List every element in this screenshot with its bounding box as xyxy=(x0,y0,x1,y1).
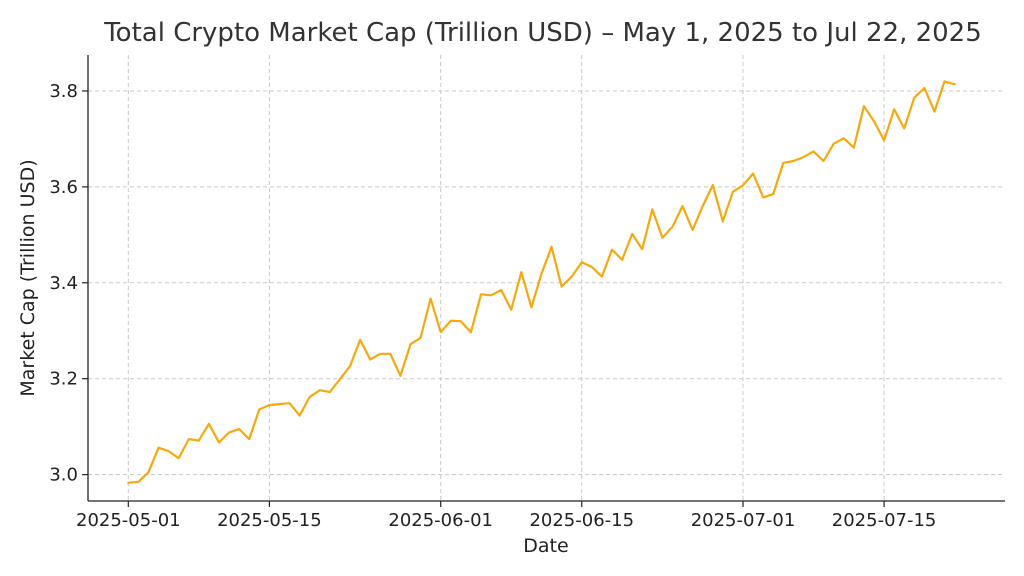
x-tick-label: 2025-05-01 xyxy=(76,510,181,531)
x-axis-label: Date xyxy=(523,535,568,557)
x-tick-label: 2025-06-15 xyxy=(529,510,634,531)
chart-title: Total Crypto Market Cap (Trillion USD) –… xyxy=(103,18,982,48)
grid xyxy=(88,55,1005,501)
y-tick-label: 3.0 xyxy=(49,465,78,486)
y-tick-label: 3.4 xyxy=(49,273,78,294)
y-tick-label: 3.6 xyxy=(49,177,78,198)
y-axis: 3.0 3.2 3.4 3.6 3.8 xyxy=(49,81,88,486)
series-line xyxy=(127,80,956,484)
x-tick-label: 2025-06-01 xyxy=(388,510,493,531)
x-tick-label: 2025-07-15 xyxy=(832,510,937,531)
y-axis-label: Market Cap (Trillion USD) xyxy=(17,159,39,396)
y-tick-label: 3.8 xyxy=(49,81,78,102)
x-tick-label: 2025-07-01 xyxy=(691,510,796,531)
y-tick-label: 3.2 xyxy=(49,369,78,390)
x-axis: 2025-05-01 2025-05-15 2025-06-01 2025-06-15… xyxy=(76,501,936,531)
x-tick-label: 2025-05-15 xyxy=(217,510,322,531)
